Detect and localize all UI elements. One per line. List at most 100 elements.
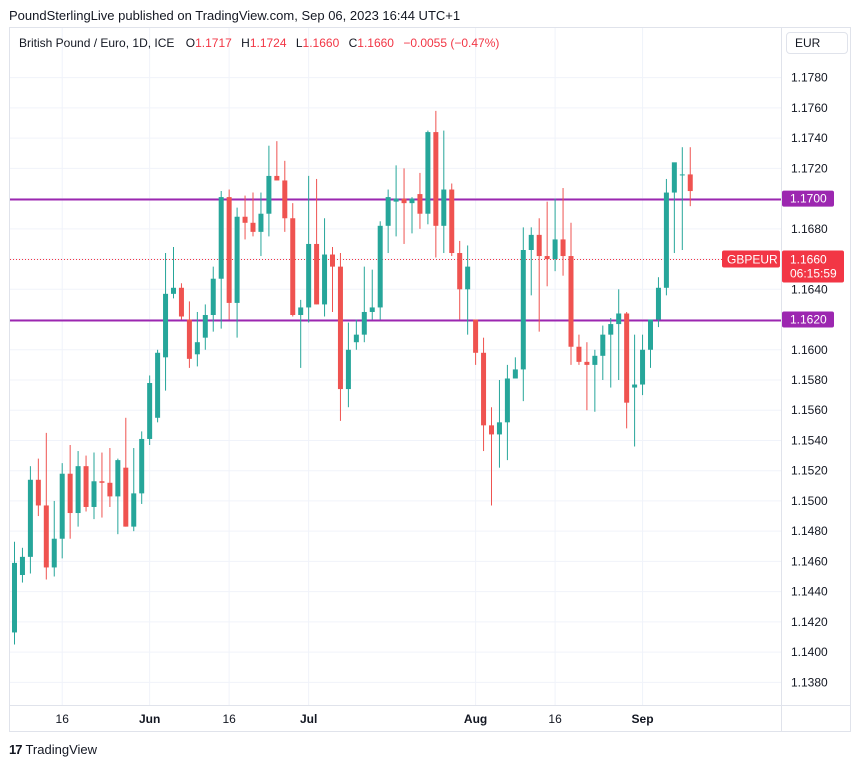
candle-body xyxy=(171,287,176,294)
candle-body xyxy=(648,319,653,350)
close-label: C xyxy=(348,36,358,50)
x-tick-label: 16 xyxy=(548,712,562,726)
candle-body xyxy=(131,493,137,527)
line-price-label: 1.1700 xyxy=(790,192,827,206)
candle-body xyxy=(457,253,463,290)
candle-body xyxy=(35,479,41,506)
candle-body xyxy=(115,460,121,497)
candle-body xyxy=(489,425,494,435)
candle-body xyxy=(584,361,590,365)
ohlc-legend: British Pound / Euro, 1D, ICE O1.1717 H1… xyxy=(19,36,505,50)
candle-body xyxy=(12,562,17,633)
candle-body xyxy=(123,467,129,527)
candle-body xyxy=(592,355,598,365)
candle-body xyxy=(441,189,447,226)
candle-body xyxy=(59,473,65,539)
candle-body xyxy=(536,234,542,257)
candle-body xyxy=(290,218,296,315)
symbol-tag xyxy=(722,250,780,268)
candle-body xyxy=(250,222,256,232)
candle-body xyxy=(608,324,614,335)
last-price-label: 1.1660 xyxy=(790,253,827,267)
candle-body xyxy=(322,254,328,305)
candle-body xyxy=(258,213,264,232)
y-tick-label: 1.1760 xyxy=(791,101,828,115)
candle-body xyxy=(107,482,113,497)
candle-body xyxy=(473,319,479,353)
line-price-tag xyxy=(782,190,834,207)
high-label: H xyxy=(241,36,250,50)
y-tick-label: 1.1400 xyxy=(791,645,828,659)
last-price-tag xyxy=(782,250,844,283)
y-tick-label: 1.1460 xyxy=(791,554,828,568)
high-value: 1.1724 xyxy=(249,36,287,50)
candle-body xyxy=(616,313,622,325)
candle-body xyxy=(671,162,677,193)
symbol-title[interactable]: British Pound / Euro, 1D, ICE xyxy=(19,36,175,50)
tradingview-brand: TradingView xyxy=(25,742,98,757)
y-tick-label: 1.1520 xyxy=(791,464,828,478)
candle-body xyxy=(147,383,153,439)
candle-body xyxy=(512,369,518,379)
candle-body xyxy=(337,266,343,390)
candle-body xyxy=(568,256,574,347)
open-label: O xyxy=(185,36,196,50)
line-price-label: 1.1620 xyxy=(790,313,827,327)
y-tick-label: 1.1380 xyxy=(791,675,828,689)
candle-body xyxy=(83,466,89,507)
candle-body xyxy=(417,194,423,214)
candle-body xyxy=(504,378,510,423)
chart-frame xyxy=(9,27,851,732)
candle-body xyxy=(624,313,630,403)
line-price-tag xyxy=(782,311,834,328)
candle-body xyxy=(393,198,399,202)
countdown-label: 06:15:59 xyxy=(790,267,837,281)
candle-body xyxy=(544,256,550,260)
candle-body xyxy=(99,481,105,483)
currency-button[interactable]: EUR xyxy=(786,32,848,54)
candle-body xyxy=(655,287,661,320)
candle-body xyxy=(314,243,320,305)
low-value: 1.1660 xyxy=(302,36,340,50)
candle-body xyxy=(67,473,73,514)
candle-body xyxy=(369,307,375,312)
candle-body xyxy=(353,334,359,343)
candle-body xyxy=(576,346,582,362)
y-tick-label: 1.1440 xyxy=(791,585,828,599)
tradingview-logo-icon: 17 xyxy=(9,742,23,757)
candle-body xyxy=(51,538,57,568)
candle-body xyxy=(528,234,534,250)
candle-body xyxy=(75,466,81,514)
x-tick-label: Jun xyxy=(139,712,160,726)
candle-body xyxy=(234,216,240,303)
candle-body xyxy=(449,189,455,254)
candle-body xyxy=(640,349,646,385)
candle-body xyxy=(43,505,49,568)
candle-body xyxy=(226,197,232,303)
candle-body xyxy=(481,352,487,426)
x-tick-label: Sep xyxy=(632,712,654,726)
candle-body xyxy=(465,266,471,290)
tradingview-logo[interactable]: 17 TradingView xyxy=(9,742,97,757)
candle-body xyxy=(202,315,208,338)
candle-body xyxy=(330,254,335,267)
candle-body xyxy=(91,481,97,507)
y-tick-label: 1.1680 xyxy=(791,222,828,236)
symbol-tag-label: GBPEUR xyxy=(727,253,778,267)
candle-body xyxy=(560,239,566,257)
y-tick-label: 1.1420 xyxy=(791,615,828,629)
publisher-header: PoundSterlingLive published on TradingVi… xyxy=(9,8,461,23)
low-label: L xyxy=(295,36,303,50)
candle-body xyxy=(163,293,169,358)
candle-body xyxy=(385,197,391,226)
x-tick-label: Jul xyxy=(300,712,317,726)
change-value: −0.0055 (−0.47%) xyxy=(403,36,500,50)
open-value: 1.1717 xyxy=(195,36,232,50)
candle-body xyxy=(282,180,288,219)
candle-body xyxy=(409,198,415,204)
y-tick-label: 1.1600 xyxy=(791,343,828,357)
candle-body xyxy=(210,278,216,315)
y-tick-label: 1.1540 xyxy=(791,433,828,447)
candle-body xyxy=(600,334,606,356)
